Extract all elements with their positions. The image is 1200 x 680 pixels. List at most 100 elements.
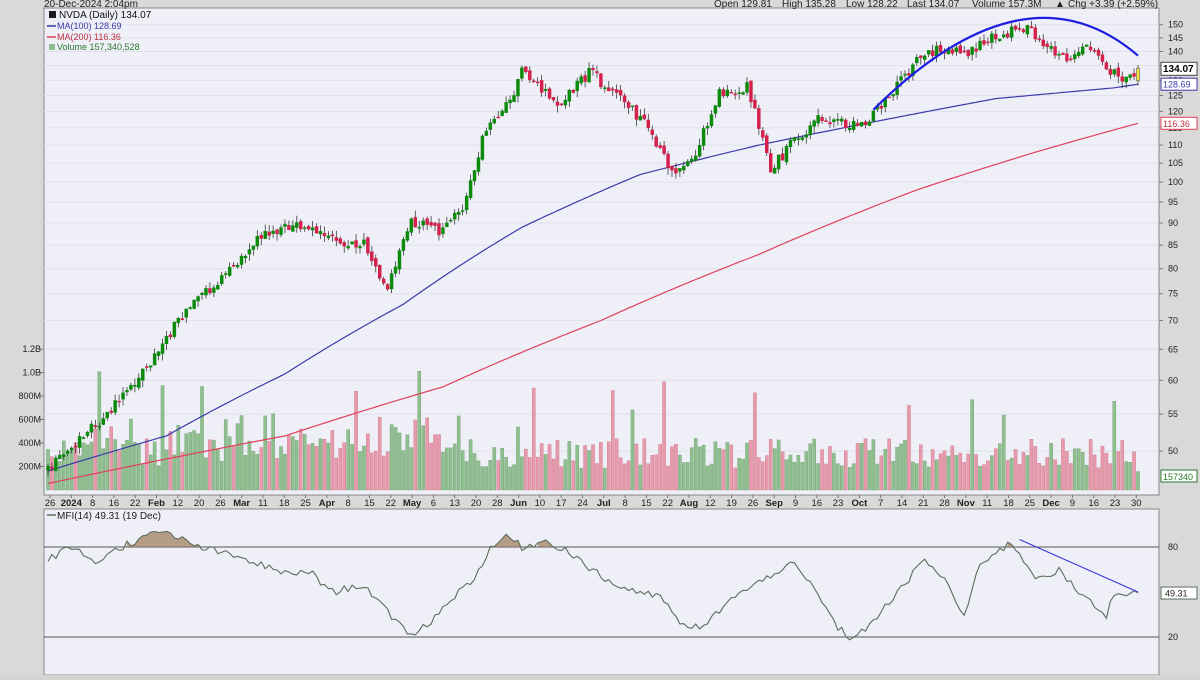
volume-bar [591, 444, 595, 491]
candle-body [196, 296, 200, 302]
candle-body [1033, 27, 1038, 40]
volume-bar [709, 463, 714, 491]
date-tick-label: Mar [233, 498, 250, 509]
volume-bar [156, 465, 161, 491]
candle-body [1057, 54, 1061, 56]
candle-body [559, 103, 564, 106]
volume-bar [504, 456, 508, 491]
last-candle [1136, 68, 1140, 82]
high-value: High 135.28 [782, 0, 836, 10]
candle-body [701, 128, 706, 146]
volume-bar [1037, 463, 1042, 491]
candle-body [603, 87, 607, 89]
volume-bar [547, 444, 552, 491]
price-tick-label: 150 [1168, 20, 1183, 30]
candle-body [563, 99, 568, 106]
candle-body [930, 50, 935, 56]
volume-bar [441, 451, 445, 491]
volume-bar [713, 441, 718, 491]
candle-body [401, 239, 406, 251]
volume-value: Volume 157.3M [972, 0, 1042, 10]
volume-bar [697, 446, 702, 491]
date-tick-label: 18 [1003, 498, 1014, 509]
candle-body [847, 128, 852, 130]
candle-body [50, 466, 54, 469]
date-tick-label: 23 [833, 498, 844, 509]
volume-bar [634, 443, 639, 491]
candle-body [662, 145, 666, 154]
candle-body [1013, 25, 1018, 30]
candle-body [220, 275, 224, 285]
price-tick-label: 100 [1168, 177, 1183, 187]
volume-bar [267, 441, 271, 491]
volume-legend-swatch [49, 44, 55, 50]
candle-body [160, 343, 165, 354]
candle-body [393, 266, 398, 274]
volume-bar [362, 445, 366, 491]
candle-body [251, 245, 256, 250]
volume-bar [938, 453, 943, 491]
volume-bar [109, 426, 113, 491]
volume-bar [417, 371, 422, 491]
volume-bar [950, 445, 955, 491]
candle-body [982, 40, 986, 45]
volume-bar [579, 467, 583, 491]
candle-body [54, 457, 58, 471]
candle-body [974, 48, 978, 52]
candle-body [468, 180, 473, 198]
date-tick-label: 10 [535, 498, 546, 509]
volume-bar [749, 439, 753, 491]
candle-body [1077, 51, 1081, 57]
candle-body [180, 318, 185, 320]
candle-body [595, 71, 599, 74]
volume-bar [374, 451, 378, 491]
volume-bar [476, 460, 481, 491]
date-tick-label: 18 [279, 498, 290, 509]
volume-bar [788, 454, 793, 491]
date-tick-label: 25 [1025, 498, 1036, 509]
candle-body [524, 66, 528, 73]
candle-body [986, 41, 990, 44]
candle-body [642, 114, 647, 120]
candle-body [66, 450, 70, 455]
price-tick-label: 55 [1168, 409, 1178, 419]
volume-bar [832, 452, 836, 491]
volume-bar [571, 460, 576, 491]
volume-bar [603, 467, 607, 491]
date-tick-label: 12 [173, 498, 184, 509]
volume-bar [480, 466, 485, 491]
candle-body [385, 284, 390, 290]
volume-bar [954, 455, 959, 491]
volume-bar [599, 442, 603, 491]
ma100-legend: MA(100) 128.69 [57, 21, 122, 31]
ma200-badge-box [1160, 116, 1198, 130]
mfi-badge-box [1160, 586, 1198, 600]
candle-body [421, 220, 425, 226]
candle-body [358, 246, 362, 249]
candle-body [322, 233, 327, 237]
candle-body [1061, 52, 1065, 55]
volume-bar [338, 448, 343, 491]
last-price-badge-text: 134.07 [1163, 64, 1194, 75]
volume-bar [101, 448, 106, 491]
volume-bar [389, 424, 394, 491]
candle-body [1104, 62, 1109, 70]
mfi-legend-label: MFI(14) 49.31 (19 Dec) [57, 511, 161, 522]
ma100-line [47, 83, 1139, 472]
date-tick-label: 28 [939, 498, 950, 509]
volume-bar [113, 439, 117, 491]
date-tick-label: 9 [1070, 498, 1075, 509]
date-tick-label: Jun [510, 498, 527, 509]
volume-bar [883, 448, 888, 491]
candle-body [1069, 58, 1073, 61]
price-tick-label: 105 [1168, 158, 1183, 168]
candle-body [867, 121, 872, 126]
price-tick-label: 70 [1168, 316, 1178, 326]
candle-body [934, 45, 939, 56]
candlestick-layer [46, 20, 1140, 477]
candle-body [413, 217, 418, 228]
volume-badge-text: 157340 [1163, 472, 1193, 482]
candle-body [227, 266, 232, 276]
volume-bar [626, 460, 631, 491]
candle-body [571, 89, 575, 93]
